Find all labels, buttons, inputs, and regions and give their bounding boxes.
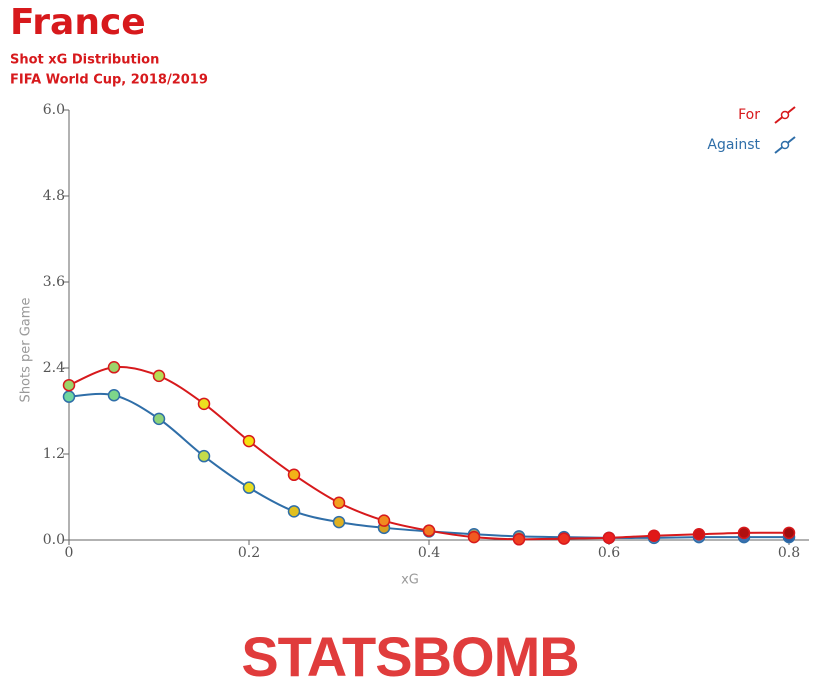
point xyxy=(782,526,796,540)
y-tick-label: 4.8 xyxy=(43,188,65,204)
point xyxy=(467,530,481,544)
point xyxy=(692,528,706,541)
y-tick-label: 3.6 xyxy=(43,274,65,290)
x-tick-label: 0.8 xyxy=(778,545,800,561)
y-tick-label: 6.0 xyxy=(43,102,65,118)
point xyxy=(107,361,121,374)
point xyxy=(602,531,616,545)
point xyxy=(737,526,751,540)
point xyxy=(242,434,256,448)
logo: STATSBOMB xyxy=(241,625,578,688)
subtitle: Shot xG Distribution xyxy=(10,53,159,68)
point xyxy=(62,378,76,392)
legend-label: For xyxy=(738,107,760,123)
point xyxy=(377,514,391,527)
point xyxy=(152,412,166,426)
point xyxy=(647,529,661,542)
y-axis-label: Shots per Game xyxy=(19,298,34,403)
series-line xyxy=(68,392,789,539)
point xyxy=(152,369,166,383)
point xyxy=(197,397,211,411)
point xyxy=(197,449,211,463)
legend-marker xyxy=(780,110,790,120)
point xyxy=(512,533,526,546)
competition: FIFA World Cup, 2018/2019 xyxy=(10,73,208,88)
point xyxy=(62,390,76,403)
point xyxy=(242,481,256,494)
legend-marker xyxy=(780,140,790,150)
point xyxy=(287,505,301,518)
x-tick-label: 0.2 xyxy=(238,545,260,561)
x-axis-label: xG xyxy=(401,573,419,588)
series-line xyxy=(68,365,790,541)
point xyxy=(557,532,571,545)
title: France xyxy=(10,2,146,43)
point xyxy=(332,515,346,529)
x-tick-label: 0.6 xyxy=(598,545,620,561)
x-tick-label: 0 xyxy=(65,545,74,561)
point xyxy=(332,496,346,509)
y-tick-label: 0.0 xyxy=(43,532,65,548)
point xyxy=(422,524,436,537)
y-tick-label: 2.4 xyxy=(43,360,65,376)
legend-label: Against xyxy=(707,137,760,153)
point xyxy=(107,388,121,402)
x-tick-label: 0.4 xyxy=(418,545,440,561)
y-tick-label: 1.2 xyxy=(43,446,65,462)
point xyxy=(287,468,301,482)
